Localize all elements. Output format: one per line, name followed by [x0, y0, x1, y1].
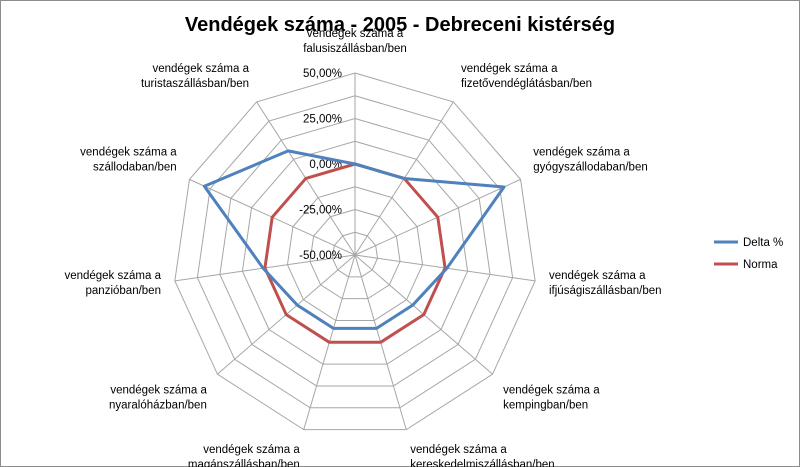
legend-label-0: Delta %	[743, 237, 783, 249]
grid-minor-ring-2	[241, 140, 469, 365]
series-line-1	[263, 162, 447, 344]
category-label-9-line-1: szállodaban/ben	[93, 162, 177, 174]
category-label-3: vendégek száma a ifjúságiszállásban/ben	[549, 270, 662, 297]
category-label-10: vendégek száma a turistaszállásban/ben	[141, 63, 250, 90]
category-label-1-line-1: fizetővendéglátásban/ben	[461, 78, 592, 90]
category-label-6: vendégek száma a magánszállásban/ben	[188, 444, 300, 467]
series-layer	[202, 149, 506, 344]
category-label-4-line-0: vendégek száma a	[503, 384, 600, 396]
category-label-3-line-0: vendégek száma a	[549, 270, 646, 282]
category-label-0: vendégek száma a falusiszállásban/ben	[303, 28, 407, 55]
category-labels: vendégek száma a falusiszállásban/benvend…	[64, 28, 661, 467]
category-label-7: vendégek száma a nyaralóházban/ben	[109, 384, 207, 411]
radar-grid	[174, 72, 536, 431]
category-label-2: vendégek száma a gyógyszállodaban/ben	[533, 147, 647, 174]
grid-minor-ring-3	[196, 95, 514, 409]
category-label-2-line-1: gyógyszállodaban/ben	[533, 162, 647, 174]
grid-ring-4	[174, 72, 536, 431]
category-label-8-line-1: panzióban/ben	[86, 285, 161, 297]
category-label-0-line-0: vendégek száma a	[307, 28, 404, 40]
category-label-2-line-0: vendégek száma a	[533, 147, 630, 159]
radial-tick-labels: -50,00% -25,00% 0,00% 25,00% 50,00%	[299, 68, 342, 262]
category-label-3-line-1: ifjúságiszállásban/ben	[549, 285, 662, 297]
tick-label-0: -50,00%	[299, 250, 342, 262]
category-label-1-line-0: vendégek száma a	[461, 63, 558, 75]
category-label-9-line-0: vendégek száma a	[80, 147, 177, 159]
category-label-0-line-1: falusiszállásban/ben	[303, 43, 407, 55]
category-label-1: vendégek száma a fizetővendéglátásban/ben	[461, 63, 592, 90]
category-label-7-line-0: vendégek száma a	[110, 384, 207, 396]
category-label-8: vendégek száma a panzióban/ben	[64, 270, 161, 297]
grid-minor-ring-1	[286, 186, 424, 321]
grid-ring-3	[219, 117, 491, 387]
category-label-6-line-0: vendégek száma a	[203, 444, 300, 456]
legend: Delta % Norma	[714, 237, 783, 271]
category-label-4-line-1: kempingban/ben	[503, 399, 588, 411]
category-label-4: vendégek száma a kempingban/ben	[503, 384, 600, 411]
grid-minor-ring-0	[331, 231, 379, 278]
tick-label-2: 0,00%	[309, 159, 342, 171]
category-label-8-line-0: vendégek száma a	[64, 270, 161, 282]
tick-label-4: 50,00%	[303, 68, 342, 80]
category-label-6-line-1: magánszállásban/ben	[188, 459, 300, 467]
series-line-0	[202, 149, 506, 330]
category-label-9: vendégek száma a szállodaban/ben	[80, 147, 177, 174]
grid-ring-1	[309, 208, 401, 300]
category-label-5-line-0: vendégek száma a	[410, 444, 507, 456]
chart-title: Vendégek száma - 2005 - Debreceni kistér…	[184, 14, 616, 36]
category-label-5-line-1: kereskedelmiszállásban/ben	[410, 459, 554, 467]
legend-label-1: Norma	[743, 259, 778, 271]
category-label-7-line-1: nyaralóházban/ben	[109, 399, 207, 411]
tick-label-3: 25,00%	[303, 114, 342, 126]
category-label-10-line-1: turistaszállásban/ben	[141, 78, 249, 90]
tick-label-1: -25,00%	[299, 205, 342, 217]
category-label-5: vendégek száma a kereskedelmiszállásban/b…	[410, 444, 554, 467]
category-label-10-line-0: vendégek száma a	[152, 63, 249, 75]
